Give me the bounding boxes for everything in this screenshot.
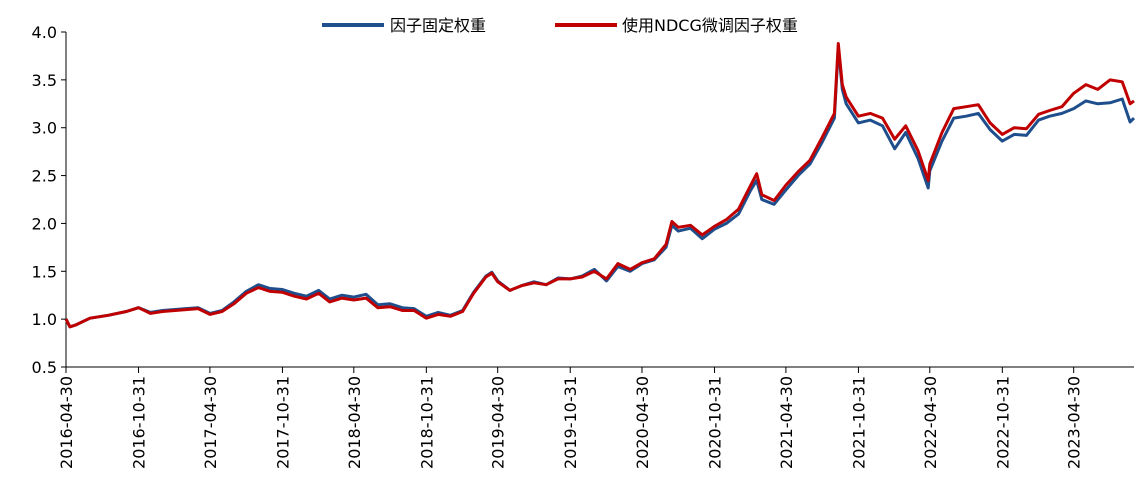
x-tick-label: 2022-04-30 — [921, 376, 940, 469]
series-line-ndcg-weight — [64, 42, 1135, 329]
x-tick-label: 2016-10-31 — [130, 376, 149, 469]
legend: 因子固定权重 使用NDCG微调因子权重 — [322, 16, 798, 35]
y-axis: 0.5 1.0 1.5 2.0 2.5 3.0 3.5 4.0 — [32, 23, 67, 377]
x-tick-label: 2020-10-31 — [706, 376, 725, 469]
x-tick-label: 2021-04-30 — [777, 376, 796, 469]
x-tick-label: 2018-10-31 — [417, 376, 436, 469]
y-tick-label: 2.0 — [32, 214, 57, 233]
y-tick-label: 0.5 — [32, 358, 57, 377]
x-tick-label: 2019-04-30 — [489, 376, 508, 469]
x-tick-label: 2018-04-30 — [345, 376, 364, 469]
y-tick-label: 2.5 — [32, 167, 57, 186]
y-tick-label: 1.5 — [32, 262, 57, 281]
x-tick-label: 2016-04-30 — [57, 376, 76, 469]
x-tick-label: 2021-10-31 — [849, 376, 868, 469]
y-tick-label: 3.5 — [32, 71, 57, 90]
x-tick-label: 2017-10-31 — [273, 376, 292, 469]
x-axis: 2016-04-30 2016-10-31 2017-04-30 2017-10-31… — [57, 366, 1134, 469]
y-tick-label: 1.0 — [32, 310, 57, 329]
x-tick-label: 2022-10-31 — [993, 376, 1012, 469]
x-tick-label: 2019-10-31 — [561, 376, 580, 469]
x-tick-label: 2023-04-30 — [1065, 376, 1084, 469]
series-line-fixed-weight — [64, 45, 1136, 329]
x-tick-label: 2017-04-30 — [201, 376, 220, 469]
legend-label-ndcg-weight: 使用NDCG微调因子权重 — [622, 16, 798, 35]
legend-label-fixed-weight: 因子固定权重 — [390, 16, 486, 35]
y-tick-label: 3.0 — [32, 119, 57, 138]
y-tick-label: 4.0 — [32, 23, 57, 42]
series-layer — [64, 42, 1136, 329]
x-tick-label: 2020-04-30 — [633, 376, 652, 469]
